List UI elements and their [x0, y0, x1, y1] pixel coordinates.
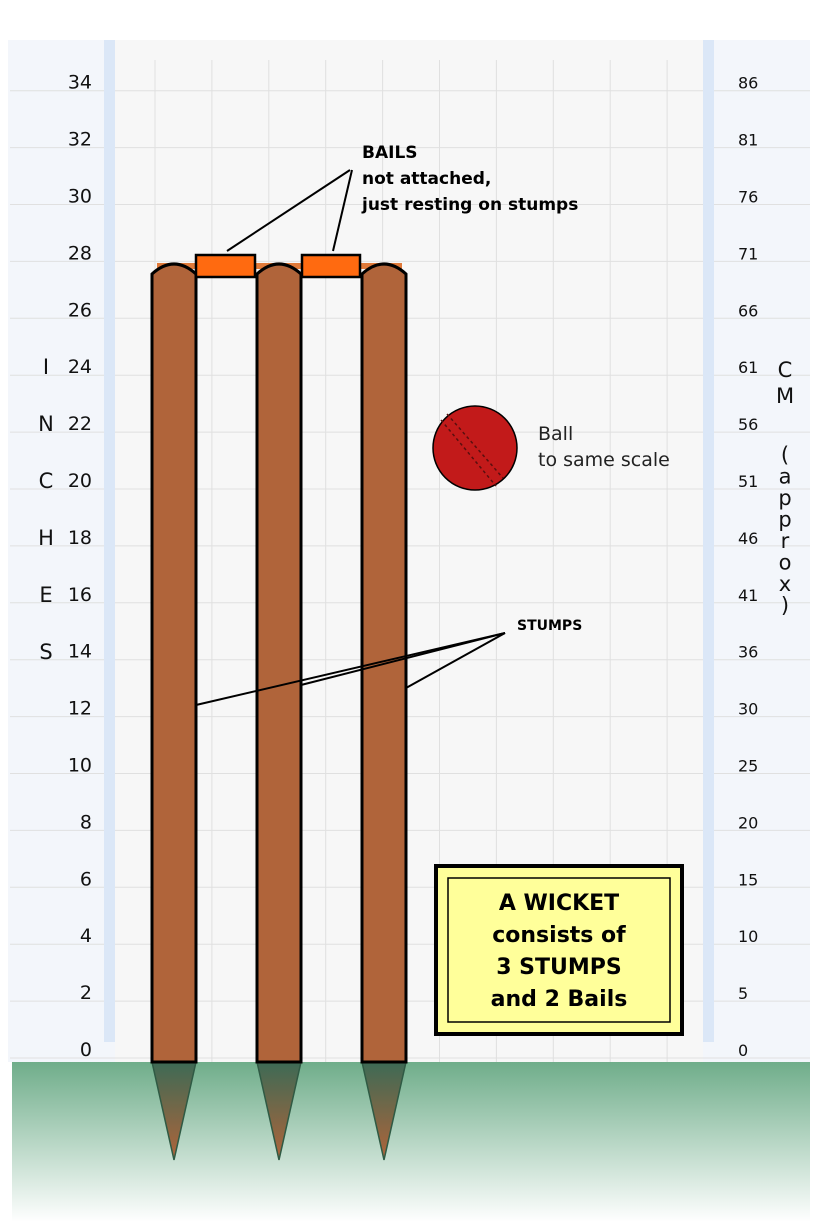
- inches-tick-label: 4: [80, 925, 92, 947]
- cm-tick-label: 41: [738, 586, 758, 605]
- cm-tick-label: 61: [738, 358, 758, 377]
- ball-label-line-2: to same scale: [538, 449, 670, 471]
- inches-title-letter: E: [39, 583, 52, 607]
- inches-tick-label: 24: [68, 356, 92, 378]
- stumps-label: STUMPS: [517, 618, 582, 634]
- cm-tick-label: 56: [738, 415, 758, 434]
- cm-title-letter: o: [779, 551, 792, 575]
- cm-tick-label: 0: [738, 1041, 748, 1060]
- cm-title-letter: M: [776, 384, 794, 408]
- cm-tick-label: 5: [738, 984, 748, 1003]
- info-box-line-4: and 2 Bails: [491, 987, 628, 1012]
- inches-title-letter: N: [38, 412, 54, 436]
- inches-axis-title: I N C H E S: [38, 355, 54, 664]
- cm-title-letter: r: [781, 529, 790, 553]
- cm-tick-label: 20: [738, 813, 758, 832]
- inches-title-letter: I: [43, 355, 49, 379]
- inches-title-letter: C: [39, 469, 54, 493]
- cm-tick-label: 86: [738, 74, 758, 93]
- inches-tick-label: 6: [80, 868, 92, 890]
- bails-note-line-1: not attached,: [362, 169, 491, 189]
- inches-title-letter: H: [38, 526, 54, 550]
- bails-leader-line-1: [226, 169, 351, 252]
- cm-title-letter: a: [779, 465, 792, 489]
- cricket-ball: [432, 405, 518, 491]
- cm-tick-label: 76: [738, 188, 758, 207]
- cm-tick-label: 36: [738, 643, 758, 662]
- bails-label: BAILS: [362, 143, 418, 163]
- info-box-line-3: 3 STUMPS: [496, 955, 622, 980]
- inches-tick-label: 0: [80, 1039, 92, 1061]
- cm-title-letter: p: [778, 486, 791, 510]
- cm-tick-label: 66: [738, 301, 758, 320]
- cm-axis-bar: [703, 40, 714, 1042]
- cm-tick-label: 71: [738, 244, 758, 263]
- inches-tick-label: 22: [68, 413, 92, 435]
- inches-tick-label: 16: [68, 584, 92, 606]
- cm-tick-label: 81: [738, 131, 758, 150]
- cm-tick-label: 46: [738, 529, 758, 548]
- inches-title-letter: S: [39, 640, 52, 664]
- cm-title-letter: C: [778, 358, 793, 382]
- stump-1: [150, 262, 198, 1064]
- cm-tick-label: 30: [738, 700, 758, 719]
- inches-tick-label: 26: [68, 299, 92, 321]
- stumps-leader-line-3: [405, 632, 506, 689]
- cm-tick-label: 15: [738, 870, 758, 889]
- cm-tick-label: 25: [738, 757, 758, 776]
- inches-tick-label: 2: [80, 982, 92, 1004]
- cm-tick-label: 51: [738, 472, 758, 491]
- inches-tick-label: 18: [68, 527, 92, 549]
- inches-tick-label: 20: [68, 470, 92, 492]
- bails-note-line-2: just resting on stumps: [361, 195, 578, 215]
- info-box-line-1: A WICKET: [499, 891, 619, 916]
- stump-2: [255, 262, 303, 1064]
- inches-tick-label: 10: [68, 755, 92, 777]
- stumps-leader-line-2: [300, 632, 506, 686]
- cm-title-letter: p: [778, 508, 791, 532]
- cm-title-letter: ): [781, 594, 789, 618]
- inches-tick-label: 14: [68, 641, 92, 663]
- inches-tick-label: 34: [68, 72, 92, 94]
- bail-1: [194, 253, 257, 279]
- inches-tick-label: 12: [68, 698, 92, 720]
- stumps-leader-line-1: [195, 632, 506, 706]
- ball-label-line-1: Ball: [538, 423, 573, 445]
- inches-axis-bar: [104, 40, 115, 1042]
- bail-2: [300, 253, 362, 279]
- inches-tick-label: 28: [68, 242, 92, 264]
- info-box-inner: [447, 877, 671, 1023]
- cm-title-letter: x: [779, 572, 791, 596]
- inches-tick-label: 30: [68, 186, 92, 208]
- info-box-line-2: consists of: [492, 923, 626, 948]
- bails-leader-line-2: [332, 169, 353, 252]
- grass: [12, 1062, 810, 1222]
- cm-tick-label: 10: [738, 927, 758, 946]
- cm-title-letter: (: [781, 443, 789, 467]
- inches-tick-label: 8: [80, 811, 92, 833]
- inches-tick-label: 32: [68, 129, 92, 151]
- cm-tick-labels: 0 5 10 15 20 25 30 36 41 46 51 56 61 66 71 76 81 86: [738, 74, 758, 1060]
